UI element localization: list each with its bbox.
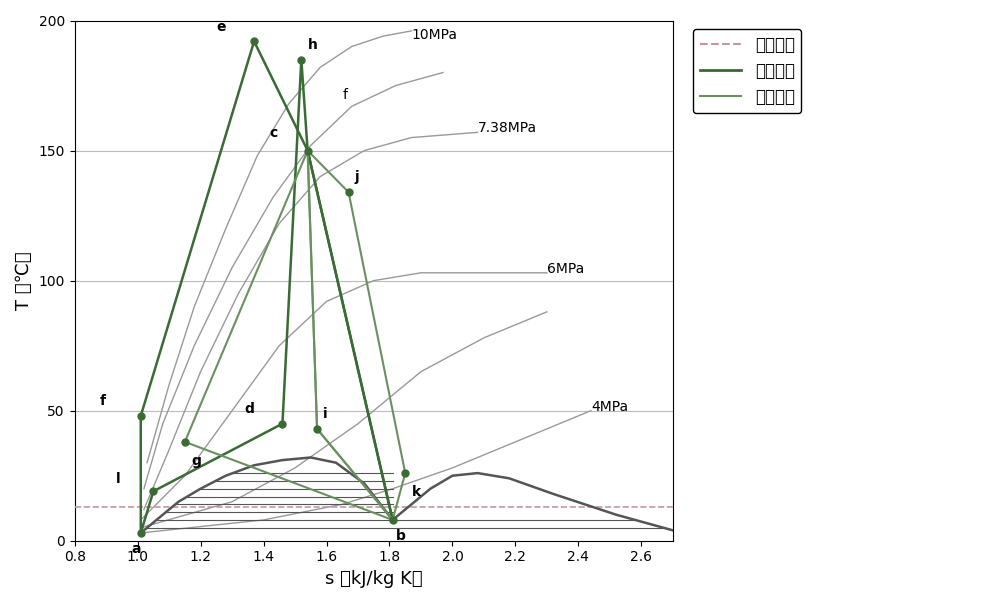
Text: b: b <box>396 529 406 543</box>
Text: e: e <box>216 19 226 34</box>
Text: k: k <box>412 485 421 499</box>
Text: 4MPa: 4MPa <box>591 400 628 414</box>
Legend: 恒温冷源, 储能阶段, 释能阶段: 恒温冷源, 储能阶段, 释能阶段 <box>693 29 801 113</box>
Text: 7.38MPa: 7.38MPa <box>478 121 537 135</box>
Text: c: c <box>270 126 278 140</box>
Y-axis label: T （℃）: T （℃） <box>15 251 33 310</box>
Text: j: j <box>355 171 359 185</box>
Text: 10MPa: 10MPa <box>412 28 458 42</box>
Text: g: g <box>191 454 201 468</box>
Text: h: h <box>308 38 318 52</box>
Text: f: f <box>342 87 347 101</box>
Text: 6MPa: 6MPa <box>547 262 584 276</box>
Text: f: f <box>100 394 106 408</box>
Text: i: i <box>323 407 328 421</box>
Text: l: l <box>116 472 120 486</box>
Text: a: a <box>131 542 141 557</box>
X-axis label: s （kJ/kg K）: s （kJ/kg K） <box>325 570 423 588</box>
Text: d: d <box>245 402 255 416</box>
